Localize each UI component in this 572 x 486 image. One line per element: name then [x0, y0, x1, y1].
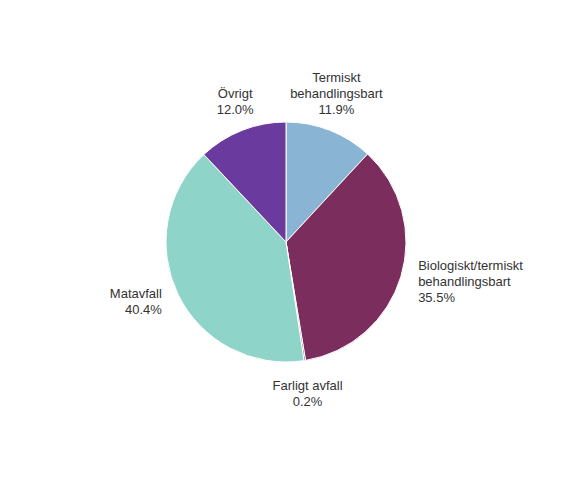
svg-text:Matavfall40.4%: Matavfall40.4% [110, 286, 162, 317]
svg-text:Farligt avfall0.2%: Farligt avfall0.2% [273, 378, 343, 409]
svg-text:Termisktbehandlingsbart11.9%: Termisktbehandlingsbart11.9% [290, 70, 383, 117]
svg-text:Övrigt12.0%: Övrigt12.0% [217, 86, 254, 117]
svg-text:Biologiskt/termisktbehandlings: Biologiskt/termisktbehandlingsbart35.5% [418, 258, 523, 305]
